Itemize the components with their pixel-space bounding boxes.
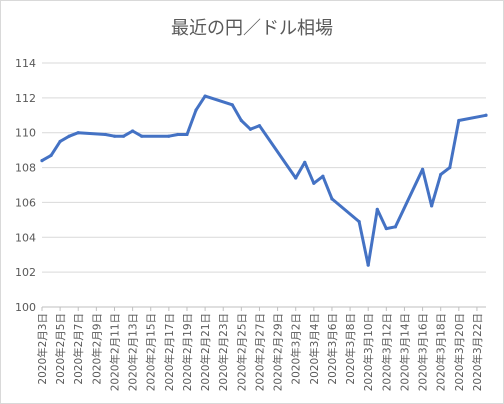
data-point — [303, 160, 307, 164]
y-tick-label: 108 — [15, 162, 36, 175]
data-point — [366, 263, 370, 267]
x-tick-label: 2020年3月14日 — [398, 313, 411, 391]
x-tick-label: 2020年3月20日 — [453, 313, 466, 391]
x-tick-label: 2020年3月22日 — [471, 313, 484, 391]
y-tick-label: 106 — [15, 196, 36, 209]
data-point — [248, 127, 253, 131]
y-tick-label: 112 — [15, 92, 36, 105]
y-tick-label: 102 — [15, 266, 36, 279]
x-tick-label: 2020年2月19日 — [181, 313, 194, 391]
data-point — [121, 134, 126, 138]
data-point — [330, 197, 334, 201]
data-point — [203, 94, 207, 98]
data-point — [375, 207, 379, 211]
x-tick-label: 2020年2月11日 — [108, 313, 121, 391]
x-tick-label: 2020年3月8日 — [344, 313, 357, 385]
x-tick-label: 2020年2月13日 — [127, 313, 140, 391]
data-point — [176, 132, 180, 137]
data-point — [312, 181, 316, 185]
data-point — [430, 204, 434, 208]
data-point — [140, 134, 144, 138]
data-point — [294, 176, 298, 180]
data-point — [357, 220, 361, 224]
x-tick-label: 2020年2月3日 — [36, 313, 49, 385]
data-point — [185, 132, 189, 137]
data-point — [239, 118, 243, 123]
data-point — [103, 132, 108, 137]
x-tick-label: 2020年3月2日 — [290, 313, 303, 385]
x-tick-label: 2020年2月17日 — [163, 313, 176, 391]
data-point — [439, 172, 443, 177]
data-point — [167, 134, 171, 138]
y-tick-label: 104 — [15, 231, 36, 244]
data-point — [40, 159, 44, 163]
data-point — [393, 225, 397, 229]
gridlines — [42, 62, 486, 308]
chart-title: 最近の円／ドル相場 — [171, 18, 333, 39]
data-point — [58, 139, 62, 144]
x-tick-label: 2020年2月27日 — [253, 313, 266, 391]
x-tick-label: 2020年2月9日 — [90, 313, 103, 385]
y-tick-label: 100 — [15, 301, 36, 314]
x-tick-label: 2020年2月15日 — [145, 313, 158, 391]
x-tick-label: 2020年3月16日 — [417, 313, 430, 391]
data-point — [230, 103, 234, 107]
data-point — [131, 129, 135, 133]
data-point — [448, 165, 452, 170]
x-tick-label: 2020年2月25日 — [235, 313, 248, 391]
data-point — [257, 124, 262, 128]
data-point — [49, 153, 53, 157]
y-tick-label: 114 — [15, 57, 36, 70]
data-point — [484, 113, 488, 117]
x-tick-label: 2020年3月12日 — [380, 313, 393, 391]
data-point — [384, 226, 388, 231]
x-tick-label: 2020年3月4日 — [308, 313, 321, 385]
data-point — [457, 118, 461, 123]
y-axis: 100 102 104 106 108 110 112 114 — [15, 57, 36, 314]
x-tick-label: 2020年2月7日 — [72, 313, 85, 385]
x-tick-label: 2020年3月18日 — [435, 313, 448, 391]
y-tick-label: 110 — [15, 127, 36, 140]
x-tick-label: 2020年2月21日 — [199, 313, 212, 391]
data-point — [321, 174, 325, 178]
series-line — [40, 94, 488, 267]
data-point — [67, 134, 71, 138]
data-point — [420, 167, 425, 171]
data-point — [194, 108, 198, 112]
exchange-rate-line — [40, 94, 488, 267]
x-tick-label: 2020年2月29日 — [272, 313, 285, 391]
x-axis: 2020年2月3日 2020年2月5日 2020年2月7日 2020年2月9日 2020… — [36, 307, 484, 391]
x-tick-label: 2020年2月23日 — [217, 313, 230, 391]
x-tick-label: 2020年3月6日 — [326, 313, 339, 385]
x-tick-label: 2020年3月10日 — [362, 313, 375, 391]
data-point — [76, 131, 80, 135]
data-point — [112, 134, 117, 138]
x-tick-label: 2020年2月5日 — [54, 313, 67, 385]
